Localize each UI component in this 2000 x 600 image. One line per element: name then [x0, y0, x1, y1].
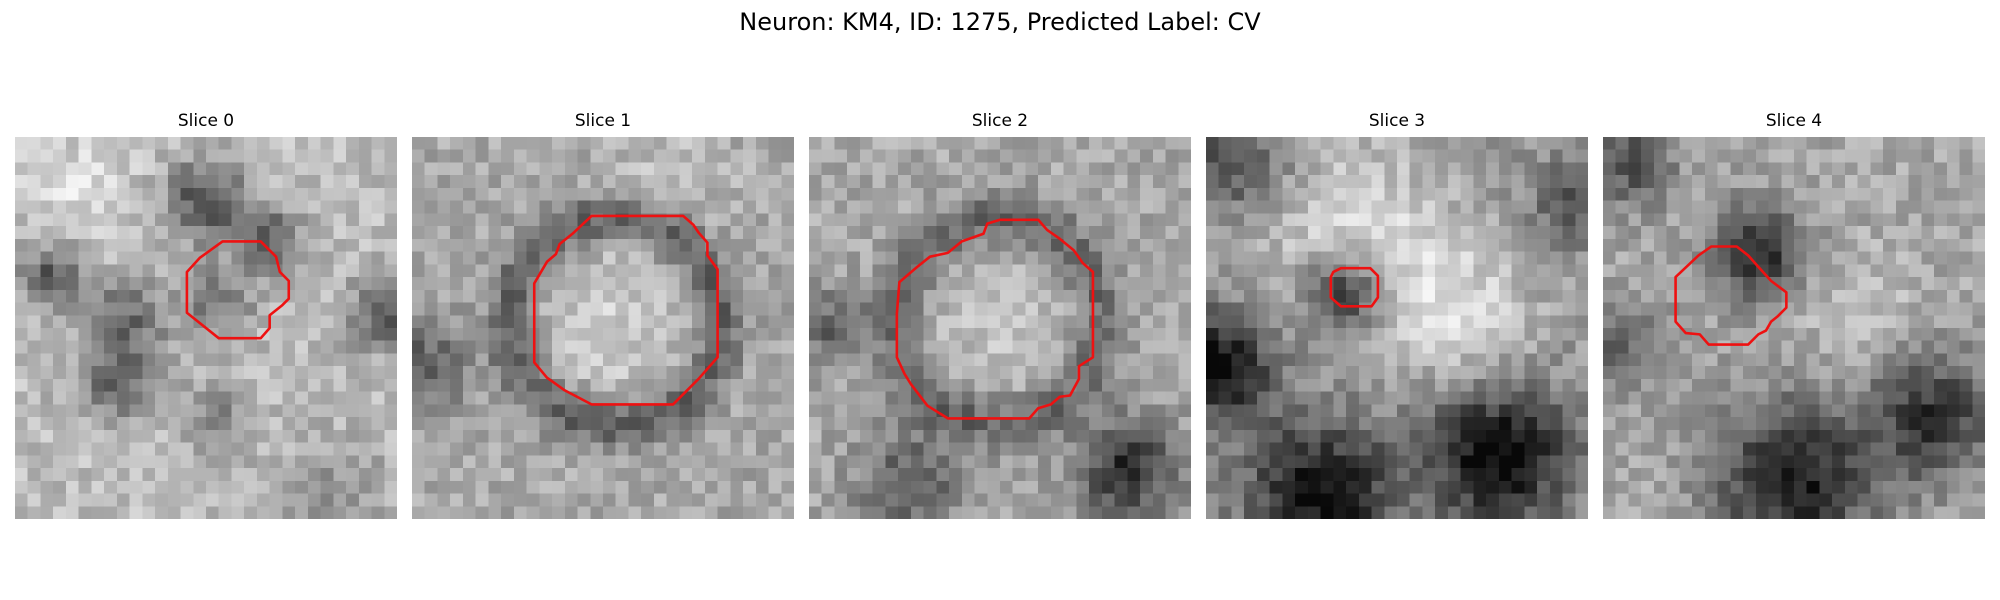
roi-contour-4	[1676, 247, 1787, 345]
slice-title-4: Slice 4	[1765, 111, 1823, 131]
slice-panel-1: Slice 1	[412, 110, 794, 519]
slice-image-0	[15, 137, 397, 519]
slice-title-2: Slice 2	[971, 111, 1029, 131]
roi-contour-1	[534, 216, 717, 404]
slice-image-4	[1603, 137, 1985, 519]
slice-panel-2: Slice 2	[809, 110, 1191, 519]
slice-panel-3: Slice 3	[1206, 110, 1588, 519]
roi-contour-0	[187, 241, 289, 338]
slice-image-1	[412, 137, 794, 519]
slice-title-0: Slice 0	[177, 111, 235, 131]
slice-title-1: Slice 1	[574, 111, 632, 131]
slice-panel-4: Slice 4	[1603, 110, 1985, 519]
slice-panel-0: Slice 0	[15, 110, 397, 519]
slice-title-3: Slice 3	[1368, 111, 1426, 131]
slice-image-2	[809, 137, 1191, 519]
slice-image-3	[1206, 137, 1588, 519]
roi-contour-2	[897, 220, 1093, 419]
figure-title: Neuron: KM4, ID: 1275, Predicted Label: …	[739, 8, 1261, 36]
roi-contour-3	[1331, 268, 1378, 306]
